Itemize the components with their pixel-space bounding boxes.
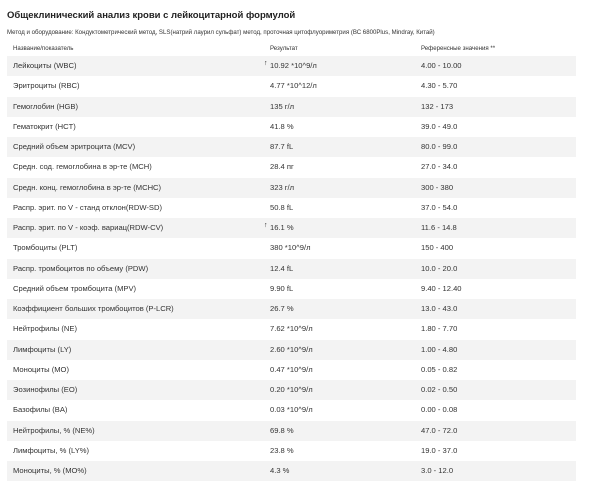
- test-result: 7.62 *10^9/л: [270, 324, 313, 334]
- table-row: Распр. эрит. по V - станд отклон(RDW-SD)…: [7, 198, 576, 218]
- reference-range: 4.00 - 10.00: [421, 61, 462, 70]
- test-name: Моноциты, % (MO%): [13, 466, 87, 475]
- column-header-name: Название/показатель: [13, 45, 74, 52]
- test-result: 69.8 %: [270, 425, 294, 435]
- test-result: 50.8 fL: [270, 202, 294, 212]
- test-result: 0.47 *10^9/л: [270, 364, 313, 374]
- reference-range: 0.00 - 0.08: [421, 405, 458, 415]
- arrow-up-icon: ↑: [264, 222, 268, 229]
- test-result: 380 *10^9/л: [270, 243, 311, 253]
- test-result: 87.7 fL: [270, 142, 294, 151]
- table-row: Моноциты (MO) 0.47 *10^9/л 0.05 - 0.82: [7, 360, 576, 380]
- table-row: Распр. эрит. по V - коэф. вариац(RDW-CV)…: [7, 218, 576, 239]
- table-row: Эозинофилы (EO) 0.20 *10^9/л 0.02 - 0.50: [7, 380, 576, 401]
- test-name: Моноциты (MO): [13, 364, 69, 374]
- test-result: 26.7 %: [270, 304, 294, 313]
- table-row: Лимфоциты (LY) 2.60 *10^9/л 1.00 - 4.80: [7, 339, 576, 360]
- table-row: Моноциты, % (MO%) 4.3 % 3.0 - 12.0: [7, 461, 576, 482]
- test-name: Средн. сод. гемоглобина в эр-те (MCH): [13, 162, 152, 172]
- test-name: Эозинофилы (EO): [13, 385, 78, 394]
- reference-range: 3.0 - 12.0: [421, 466, 454, 475]
- reference-range: 0.02 - 0.50: [421, 385, 458, 394]
- table-row: Средний объем эритроцита (MCV) 87.7 fL 80.…: [7, 137, 576, 158]
- test-name: Средний объем тромбоцита (MPV): [13, 283, 137, 293]
- test-name: Эритроциты (RBC): [13, 81, 80, 91]
- test-name: Средний объем эритроцита (MCV): [13, 142, 136, 151]
- test-result: 0.03 *10^9/л: [270, 405, 313, 415]
- column-header-result: Результат: [270, 45, 298, 52]
- test-name: Нейтрофилы (NE): [13, 324, 77, 334]
- test-result: 4.77 *10^12/л: [270, 81, 317, 91]
- table-row: Распр. тромбоцитов по объему (PDW) 12.4 f…: [7, 258, 576, 279]
- table-row: Лимфоциты, % (LY%) 23.8 % 19.0 - 37.0: [7, 441, 576, 461]
- test-result: 4.3 %: [270, 466, 290, 475]
- test-name: Нейтрофилы, % (NE%): [13, 425, 95, 435]
- test-result: 12.4 fL: [270, 263, 294, 273]
- reference-range: 0.05 - 0.82: [421, 364, 458, 374]
- reference-range: 10.0 - 20.0: [421, 263, 458, 273]
- reference-range: 37.0 - 54.0: [421, 202, 458, 212]
- reference-range: 13.0 - 43.0: [421, 304, 458, 313]
- method-description: Метод и оборудование: Кондуктометрически…: [7, 29, 435, 36]
- report-title: Общеклинический анализ крови с лейкоцита…: [7, 10, 296, 21]
- test-result: 23.8 %: [270, 445, 294, 455]
- arrow-up-icon: ↑: [264, 60, 268, 67]
- reference-range: 132 - 173: [421, 101, 454, 111]
- column-header-reference: Референсные значения **: [421, 45, 496, 52]
- table-row: Гемоглобин (HGB) 135 г/л 132 - 173: [7, 96, 576, 117]
- test-result: 2.60 *10^9/л: [270, 344, 313, 354]
- reference-range: 1.00 - 4.80: [421, 344, 458, 354]
- results-table: Лейкоциты (WBC) ↑ 10.92 *10^9/л 4.00 - 10.0…: [7, 56, 576, 482]
- test-name: Коэффициент больших тромбоцитов (P-LCR): [13, 304, 174, 313]
- reference-range: 11.6 - 14.8: [421, 223, 457, 232]
- test-name: Средн. конц. гемоглобина в эр-те (MCHC): [13, 182, 162, 192]
- reference-range: 27.0 - 34.0: [421, 162, 458, 172]
- test-name: Лимфоциты, % (LY%): [13, 445, 90, 455]
- test-name: Гемоглобин (HGB): [13, 101, 79, 111]
- reference-range: 39.0 - 49.0: [421, 121, 458, 131]
- test-name: Гематокрит (HCT): [13, 121, 76, 131]
- reference-range: 47.0 - 72.0: [421, 425, 458, 435]
- table-row: Коэффициент больших тромбоцитов (P-LCR) 2…: [7, 299, 576, 320]
- test-name: Базофилы (BA): [13, 405, 68, 415]
- reference-range: 4.30 - 5.70: [421, 81, 458, 91]
- reference-range: 9.40 - 12.40: [421, 283, 462, 293]
- test-result: 28.4 пг: [270, 162, 294, 172]
- table-row: Тромбоциты (PLT) 380 *10^9/л 150 - 400: [7, 238, 576, 258]
- table-row: Средн. сод. гемоглобина в эр-те (MCH) 28.…: [7, 157, 576, 177]
- test-name: Лимфоциты (LY): [13, 344, 72, 354]
- table-row: Нейтрофилы (NE) 7.62 *10^9/л 1.80 - 7.70: [7, 319, 576, 339]
- reference-range: 1.80 - 7.70: [421, 324, 458, 334]
- test-result: 41.8 %: [270, 121, 294, 131]
- test-name: Распр. эрит. по V - станд отклон(RDW-SD): [13, 202, 162, 212]
- table-row: Средний объем тромбоцита (MPV) 9.90 fL 9.4…: [7, 279, 576, 299]
- test-name: Тромбоциты (PLT): [13, 243, 78, 253]
- table-row: Гематокрит (HCT) 41.8 % 39.0 - 49.0: [7, 117, 576, 137]
- reference-range: 150 - 400: [421, 243, 454, 253]
- test-result: 0.20 *10^9/л: [270, 385, 313, 394]
- table-row: Базофилы (BA) 0.03 *10^9/л 0.00 - 0.08: [7, 400, 576, 420]
- reference-range: 80.0 - 99.0: [421, 142, 458, 151]
- test-name: Распр. тромбоцитов по объему (PDW): [13, 263, 149, 273]
- table-row: Нейтрофилы, % (NE%) 69.8 % 47.0 - 72.0: [7, 420, 576, 441]
- table-row: Лейкоциты (WBC) ↑ 10.92 *10^9/л 4.00 - 10.0…: [7, 56, 576, 77]
- test-name: Распр. эрит. по V - коэф. вариац(RDW-CV): [13, 223, 164, 232]
- test-result: 10.92 *10^9/л: [270, 61, 317, 70]
- test-result: 135 г/л: [270, 101, 295, 111]
- test-result: 9.90 fL: [270, 283, 294, 293]
- test-name: Лейкоциты (WBC): [13, 61, 77, 70]
- table-row: Средн. конц. гемоглобина в эр-те (MCHC) 3…: [7, 177, 576, 198]
- reference-range: 19.0 - 37.0: [421, 445, 458, 455]
- test-result: 16.1 %: [270, 223, 294, 232]
- table-row: Эритроциты (RBC) 4.77 *10^12/л 4.30 - 5.70: [7, 76, 576, 96]
- test-result: 323 г/л: [270, 182, 295, 192]
- reference-range: 300 - 380: [421, 182, 454, 192]
- table-header: Название/показатель Результат Референсны…: [7, 44, 576, 56]
